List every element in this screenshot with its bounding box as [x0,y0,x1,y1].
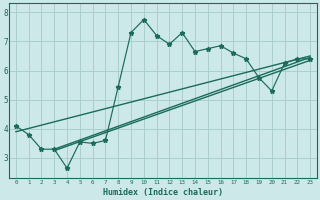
X-axis label: Humidex (Indice chaleur): Humidex (Indice chaleur) [103,188,223,197]
